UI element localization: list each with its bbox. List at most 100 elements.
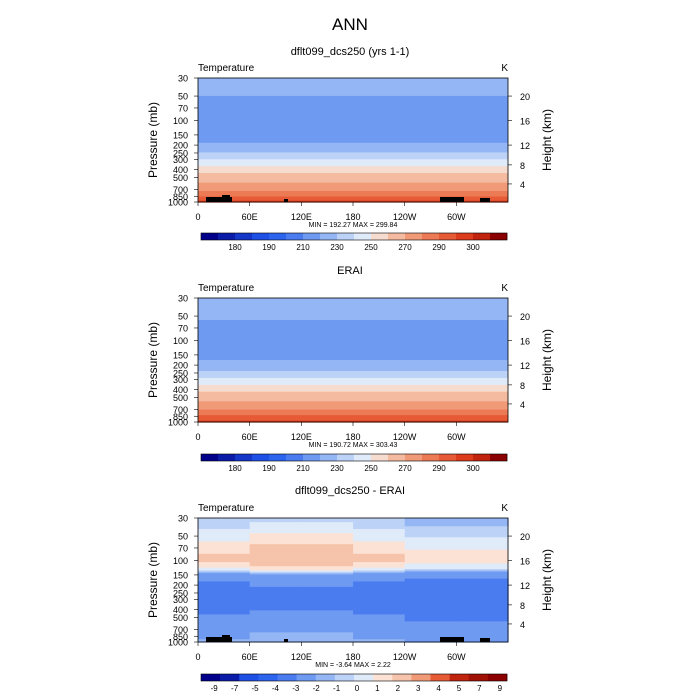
contour-band: [353, 589, 406, 592]
colorbar-segment: [371, 233, 389, 240]
contour-band: [249, 580, 302, 582]
contour-band: [404, 586, 457, 589]
contour-band: [198, 575, 251, 578]
contour-band: [249, 519, 302, 522]
contour-band: [198, 347, 508, 350]
contour-band: [353, 563, 406, 566]
contour-band: [198, 633, 251, 636]
y-tick-label: 100: [173, 336, 188, 346]
colorbar-segment: [487, 674, 508, 681]
contour-band: [456, 530, 509, 533]
contour-band: [353, 607, 406, 610]
contour-band: [198, 122, 508, 125]
colorbar-label: 4: [436, 684, 441, 693]
y-tick-label: 200: [173, 581, 188, 591]
contour-band: [353, 523, 406, 526]
y-tick-label: 30: [178, 74, 188, 84]
contour-band: [301, 618, 354, 621]
contour-band: [353, 639, 406, 642]
y-tick-label: 250: [173, 588, 188, 598]
contour-band: [404, 559, 457, 562]
contour-band: [404, 599, 457, 602]
contour-band: [353, 613, 406, 616]
contour-band: [249, 564, 302, 567]
colorbar-segment: [303, 233, 321, 240]
y2-tick-label: 16: [520, 117, 530, 127]
panel-1: dflt099_dcs250 (yrs 1-1) Temperature K 30 50…: [146, 46, 554, 252]
y2-tick-label: 16: [520, 337, 530, 347]
contour-band: [301, 568, 354, 571]
contour-band: [198, 155, 508, 158]
contour-band: [301, 636, 354, 639]
contour-band: [404, 538, 457, 541]
contour-band: [198, 621, 251, 624]
y-tick-label: 400: [173, 605, 188, 615]
contour-band: [353, 597, 406, 600]
contour-band: [198, 376, 508, 379]
contour-band: [404, 625, 457, 628]
contour-band: [404, 603, 457, 606]
contour-band: [198, 168, 508, 171]
contour-band: [198, 299, 508, 302]
contour-band: [456, 585, 509, 588]
contour-band: [456, 611, 509, 614]
colorbar-segment: [252, 454, 270, 461]
contour-band: [198, 185, 508, 188]
topography-mask: [206, 637, 232, 642]
contour-band: [456, 626, 509, 629]
contour-band: [249, 589, 302, 592]
contour-band: [198, 563, 251, 566]
contour-band: [404, 589, 457, 592]
contour-band: [198, 82, 508, 85]
contour-band: [353, 619, 406, 622]
contour-band: [198, 149, 508, 152]
contour-band: [301, 619, 354, 622]
contour-band: [404, 608, 457, 611]
y-tick-label: 200: [173, 141, 188, 151]
contour-band: [198, 145, 508, 148]
contour-band: [301, 633, 354, 636]
contour-band: [198, 188, 508, 191]
contour-band: [404, 635, 457, 638]
contour-band: [404, 584, 457, 587]
contour-band: [404, 541, 457, 544]
contour-band: [456, 615, 509, 618]
contour-band: [198, 382, 508, 385]
contour-band: [249, 520, 302, 523]
contour-band: [353, 538, 406, 541]
x-tick-label: 180: [345, 432, 360, 442]
colorbar-label: 270: [398, 243, 412, 252]
y2-axis-label: Height (km): [540, 549, 554, 611]
contour-band: [198, 529, 251, 531]
contour-band: [198, 112, 508, 115]
contour-band: [353, 537, 406, 540]
colorbar-label: -3: [292, 684, 300, 693]
y-tick-label: 500: [173, 393, 188, 403]
contour-band: [198, 193, 508, 196]
colorbar-segment: [490, 454, 508, 461]
contour-band: [198, 552, 251, 555]
colorbar-segment: [337, 233, 355, 240]
contour-band: [198, 625, 251, 628]
colorbar-segment: [490, 233, 508, 240]
contour-band: [301, 629, 354, 632]
contour-band: [198, 160, 508, 163]
contour-band: [198, 91, 508, 94]
y-tick-label: 150: [173, 350, 188, 360]
colorbar-segment: [439, 233, 457, 240]
contour-band: [249, 593, 302, 596]
contour-band: [198, 318, 508, 321]
contour-band: [456, 582, 509, 585]
contour-band: [249, 563, 302, 566]
contour-band: [198, 84, 508, 87]
contour-band: [353, 555, 406, 558]
contour-band: [198, 343, 508, 346]
contour-band: [198, 358, 508, 361]
contour-band: [456, 533, 509, 536]
contour-band: [198, 137, 508, 140]
colorbar-segment: [201, 674, 221, 681]
colorbar-label: 5: [457, 684, 462, 693]
colorbar-segment: [269, 233, 287, 240]
colorbar-segment: [405, 233, 423, 240]
contour-band: [404, 571, 457, 574]
